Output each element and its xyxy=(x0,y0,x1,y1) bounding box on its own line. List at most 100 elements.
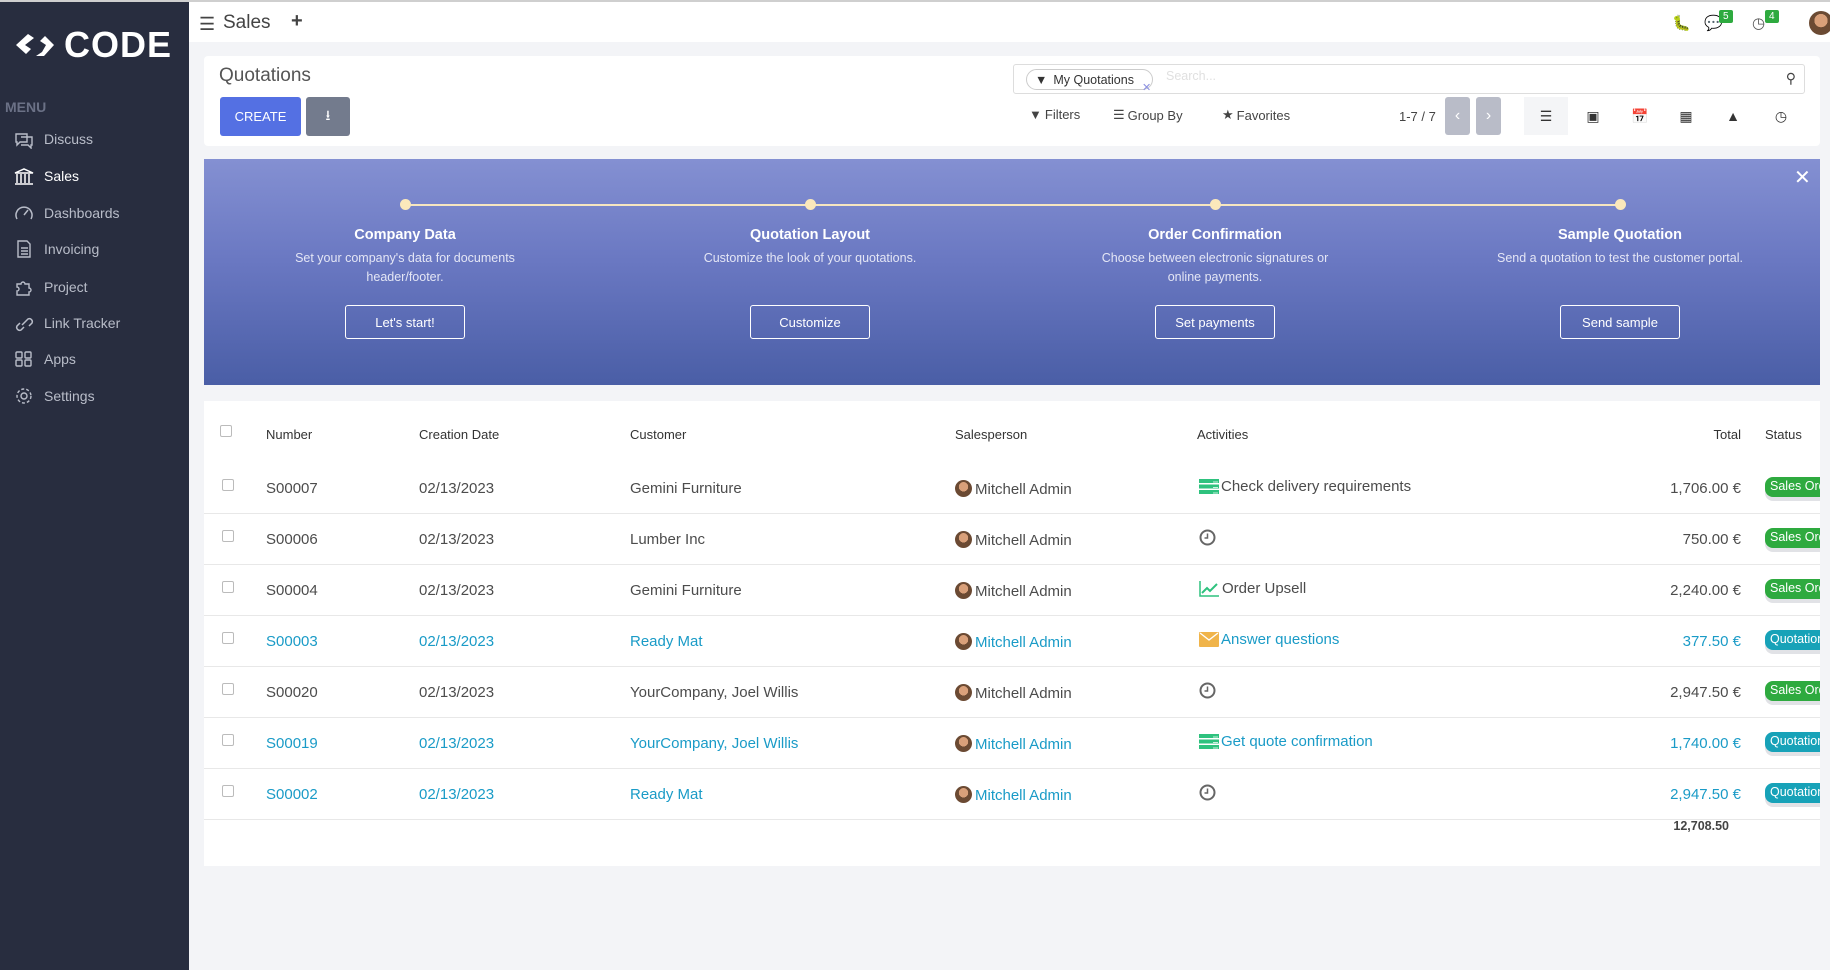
remove-facet-icon[interactable]: ✕ xyxy=(1142,82,1152,94)
row-checkbox[interactable] xyxy=(222,632,234,644)
calendar-view-button[interactable]: 📅 xyxy=(1618,97,1662,135)
salesperson: Mitchell Admin xyxy=(955,582,1072,600)
download-icon: ⭳ xyxy=(325,106,331,123)
row-checkbox[interactable] xyxy=(222,479,234,491)
favorites-button[interactable]: ★ Favorites xyxy=(1222,107,1290,123)
total-amount: 2,947.50 € xyxy=(1670,684,1741,701)
search-icon[interactable]: ⚲ xyxy=(1785,70,1796,86)
activity[interactable]: Get quote confirmation xyxy=(1199,733,1373,750)
kanban-view-button[interactable]: ▣ xyxy=(1571,97,1615,135)
row-checkbox[interactable] xyxy=(222,683,234,695)
status-badge: Quotation xyxy=(1765,732,1820,752)
group-by-label: Group By xyxy=(1127,107,1183,123)
customer: YourCompany, Joel Willis xyxy=(630,735,799,752)
clock-icon[interactable] xyxy=(1199,682,1216,699)
search-input[interactable] xyxy=(1166,69,1756,83)
sidebar-item-settings[interactable]: Settings xyxy=(13,386,95,406)
email-icon[interactable] xyxy=(1199,632,1219,647)
sidebar-item-discuss[interactable]: Discuss xyxy=(13,129,93,149)
step-button[interactable]: Send sample xyxy=(1560,305,1680,339)
layers-icon: ☰ xyxy=(1113,107,1125,122)
sidebar-item-dashboards[interactable]: Dashboards xyxy=(13,203,120,223)
list-icon: ☰ xyxy=(1539,107,1553,124)
step-button[interactable]: Customize xyxy=(750,305,870,339)
select-all-checkbox[interactable] xyxy=(220,425,232,437)
hamburger-menu-icon[interactable]: ☰ xyxy=(199,14,216,34)
messages-count-badge: 5 xyxy=(1719,10,1733,23)
todo-icon[interactable] xyxy=(1199,479,1219,494)
list-view-button[interactable]: ☰ xyxy=(1524,97,1568,135)
create-button[interactable]: CREATE xyxy=(220,97,301,136)
pager-previous-button[interactable]: ‹ xyxy=(1445,97,1470,135)
salesperson: Mitchell Admin xyxy=(955,684,1072,702)
row-checkbox[interactable] xyxy=(222,734,234,746)
sidebar-item-link-tracker[interactable]: Link Tracker xyxy=(13,313,120,333)
customer: Lumber Inc xyxy=(630,531,706,548)
debug-bug-icon[interactable]: 🐛 xyxy=(1672,15,1691,32)
search-facet[interactable]: ▼ My Quotations xyxy=(1026,69,1153,90)
activity[interactable] xyxy=(1199,784,1218,801)
column-header-number[interactable]: Number xyxy=(266,427,313,442)
close-banner-icon[interactable]: ✕ xyxy=(1794,167,1811,189)
status-badge: Sales Order xyxy=(1765,477,1820,497)
sidebar-item-sales[interactable]: Sales xyxy=(13,166,79,186)
clock-icon[interactable] xyxy=(1199,784,1216,801)
pager-next-button[interactable]: › xyxy=(1476,97,1501,135)
table-row[interactable]: S00019 02/13/2023 YourCompany, Joel Willis… xyxy=(204,718,1820,769)
column-header-creation-date[interactable]: Creation Date xyxy=(419,427,500,442)
brand-logo[interactable]: CODE xyxy=(14,24,172,66)
column-header-salesperson[interactable]: Salesperson xyxy=(955,427,1028,442)
row-checkbox[interactable] xyxy=(222,581,234,593)
table-row[interactable]: S00003 02/13/2023 Ready Mat Mitchell Admin A… xyxy=(204,616,1820,667)
filters-label: Filters xyxy=(1044,107,1081,122)
table-grid-icon: ▦ xyxy=(1679,107,1693,124)
row-checkbox[interactable] xyxy=(222,530,234,542)
pivot-view-button[interactable]: ▦ xyxy=(1664,97,1708,135)
step-button[interactable]: Let's start! xyxy=(345,305,465,339)
step-button[interactable]: Set payments xyxy=(1155,305,1275,339)
salesperson: Mitchell Admin xyxy=(955,786,1072,804)
column-header-total[interactable]: Total xyxy=(1713,427,1741,442)
filters-button[interactable]: ▼ Filters xyxy=(1029,107,1080,122)
activity[interactable]: Check delivery requirements xyxy=(1199,478,1411,495)
group-by-button[interactable]: ☰ Group By xyxy=(1113,107,1183,123)
salesperson: Mitchell Admin xyxy=(955,735,1072,753)
column-header-status[interactable]: Status xyxy=(1765,427,1802,442)
chevron-right-icon: › xyxy=(1485,107,1492,124)
total-amount: 1,740.00 € xyxy=(1670,735,1741,752)
sidebar-item-apps[interactable]: Apps xyxy=(13,349,76,369)
activity-view-button[interactable]: ◷ xyxy=(1759,97,1803,135)
clock-icon[interactable] xyxy=(1199,529,1216,546)
app-title[interactable]: Sales xyxy=(223,12,271,33)
gauge-icon xyxy=(15,206,33,220)
activity[interactable]: Order Upsell xyxy=(1199,580,1306,597)
column-header-activities[interactable]: Activities xyxy=(1197,427,1249,442)
salesperson-avatar xyxy=(955,684,972,701)
order-number: S00007 xyxy=(266,480,318,497)
export-download-button[interactable]: ⭳ xyxy=(306,97,350,136)
table-row[interactable]: S00004 02/13/2023 Gemini Furniture Mitchell… xyxy=(204,565,1820,616)
customer: Ready Mat xyxy=(630,786,703,803)
calendar-icon: 📅 xyxy=(1631,107,1649,124)
table-row[interactable]: S00002 02/13/2023 Ready Mat Mitchell Admin 2… xyxy=(204,769,1820,820)
sidebar-item-project[interactable]: Project xyxy=(13,277,88,297)
control-panel: Quotations CREATE ⭳ ▼ My Quotations ✕ ⚲ ▼… xyxy=(204,56,1820,146)
activity[interactable]: Answer questions xyxy=(1199,631,1339,648)
graph-view-button[interactable]: ▲ xyxy=(1711,97,1755,135)
messages-chat-icon[interactable]: 💬 xyxy=(1704,15,1723,32)
user-avatar[interactable] xyxy=(1809,11,1830,35)
activity[interactable] xyxy=(1199,529,1218,546)
new-tab-plus-icon[interactable]: + xyxy=(291,10,303,32)
upsell-chart-icon[interactable] xyxy=(1199,580,1220,597)
table-row[interactable]: S00006 02/13/2023 Lumber Inc Mitchell Admin… xyxy=(204,514,1820,565)
pager-value[interactable]: 1-7 / 7 xyxy=(1399,109,1436,124)
todo-icon[interactable] xyxy=(1199,734,1219,749)
sidebar-item-invoicing[interactable]: Invoicing xyxy=(13,239,99,259)
row-checkbox[interactable] xyxy=(222,785,234,797)
column-header-customer[interactable]: Customer xyxy=(630,427,687,442)
activity[interactable] xyxy=(1199,682,1218,699)
activities-clock-icon[interactable]: ◷ xyxy=(1752,15,1766,32)
top-navbar: ☰ Sales + 🐛 💬 5 ◷ 4 xyxy=(189,2,1830,42)
table-row[interactable]: S00007 02/13/2023 Gemini Furniture Mitchell… xyxy=(204,463,1820,514)
table-row[interactable]: S00020 02/13/2023 YourCompany, Joel Willis… xyxy=(204,667,1820,718)
